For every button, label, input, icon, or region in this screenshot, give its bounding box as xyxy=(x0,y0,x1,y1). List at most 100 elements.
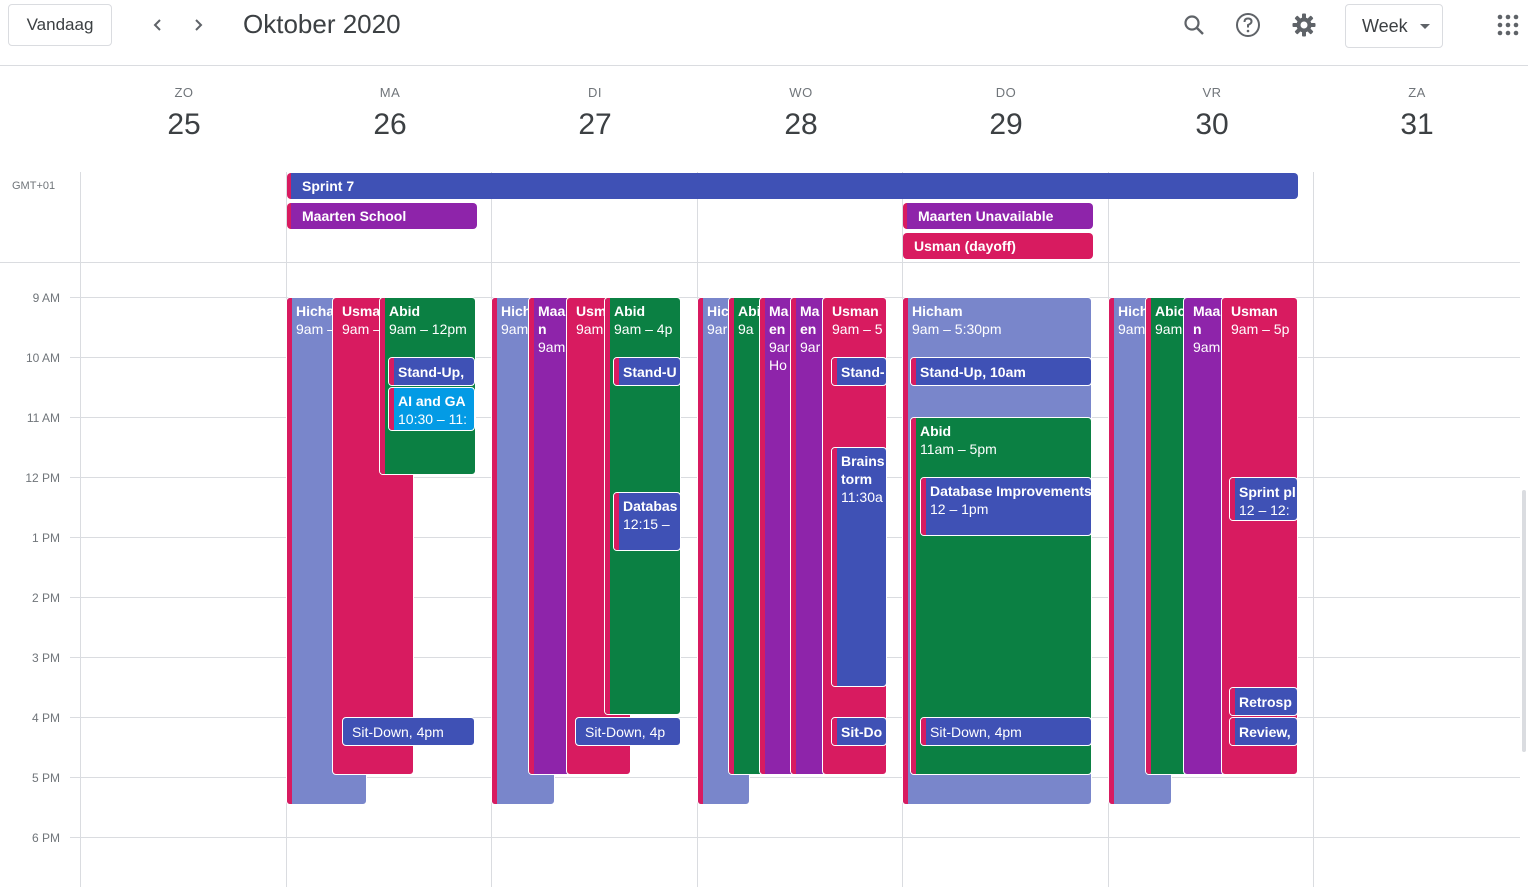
search-icon xyxy=(1184,15,1204,35)
event-title: Ma en xyxy=(800,303,820,337)
event-title: Maa n xyxy=(1193,303,1221,337)
event-brainstorm[interactable]: Brains torm 11:30a xyxy=(831,447,887,687)
caret-down-icon xyxy=(1420,24,1430,29)
event-title: Review, xyxy=(1239,724,1291,740)
event-standup[interactable]: Stand-U xyxy=(613,357,681,386)
event-time: 9ar xyxy=(800,339,821,355)
event-time: 9am – xyxy=(296,321,335,337)
day-header-mon[interactable]: MA 26 xyxy=(337,85,443,142)
event-title: Usman xyxy=(832,303,879,319)
event-title: Usm xyxy=(576,303,607,319)
event-time: 12 – 1pm xyxy=(930,501,989,517)
event-title: Hicha xyxy=(296,303,335,319)
event-title: Abid xyxy=(920,423,952,439)
event-title: Hich xyxy=(501,303,532,319)
day-header-tue[interactable]: DI 27 xyxy=(542,85,648,142)
event-title: Hicham xyxy=(912,303,963,319)
day-number[interactable]: 31 xyxy=(1400,108,1434,141)
event-title: Usma xyxy=(342,303,381,319)
event-maarten[interactable]: Ma en 9ar xyxy=(790,297,828,775)
current-month-title: Oktober 2020 xyxy=(243,9,401,39)
event-time: 9am – 4p xyxy=(614,321,673,337)
event-time: 9am xyxy=(501,321,529,337)
event-sitdown[interactable]: Sit-Down, 4pm xyxy=(920,717,1092,746)
event-retrospective[interactable]: Retrosp xyxy=(1229,687,1298,716)
allday-event-sprint[interactable]: Sprint 7 xyxy=(287,173,1298,199)
day-name: DO xyxy=(995,85,1017,100)
event-time: 9ar xyxy=(707,321,728,337)
event-sitdown[interactable]: Sit-Down, 4p xyxy=(575,717,681,746)
allday-event-maarten-school[interactable]: Maarten School xyxy=(287,203,477,229)
event-time: 9am xyxy=(1118,321,1146,337)
hour-label: 6 PM xyxy=(31,831,60,845)
chevron-left-icon xyxy=(153,19,161,31)
day-number[interactable]: 26 xyxy=(373,108,407,141)
timezone-label: GMT+01 xyxy=(12,180,56,192)
day-number[interactable]: 29 xyxy=(989,108,1023,141)
event-time: 9am – 5p xyxy=(1231,321,1290,337)
view-selector[interactable]: Week xyxy=(1345,4,1443,48)
event-title: Usman xyxy=(1231,303,1278,319)
allday-event-maarten-unavailable[interactable]: Maarten Unavailable xyxy=(903,203,1093,229)
hour-label: 2 PM xyxy=(31,591,60,605)
day-name: ZO xyxy=(174,85,194,100)
event-sitdown[interactable]: Sit-Do xyxy=(831,717,887,746)
event-database-improvements[interactable]: Database Improvements 12 – 1pm xyxy=(920,477,1092,536)
hour-label: 5 PM xyxy=(31,771,60,785)
event-time: 9am xyxy=(538,339,566,355)
day-header-sat[interactable]: ZA 31 xyxy=(1364,85,1470,142)
today-button[interactable]: Vandaag xyxy=(8,4,112,46)
day-header-fri[interactable]: VR 30 xyxy=(1159,85,1265,142)
event-time: 11:30a xyxy=(841,489,883,505)
event-time: 9am – xyxy=(342,321,381,337)
allday-event-usman-dayoff[interactable]: Usman (dayoff) xyxy=(903,233,1093,259)
event-standup[interactable]: Stand-Up, xyxy=(388,357,475,386)
event-abid[interactable]: Abid 11am – 5pm xyxy=(910,417,1092,775)
event-title: Sit-Down, 4p xyxy=(585,724,666,740)
hour-label: 12 PM xyxy=(25,471,60,485)
day-number[interactable]: 27 xyxy=(578,108,612,141)
event-time: 9ar Ho xyxy=(769,339,790,373)
day-name: ZA xyxy=(1408,85,1426,100)
event-title: AI and GA xyxy=(398,393,466,409)
help-icon xyxy=(1236,13,1260,37)
event-title: Stand- xyxy=(841,364,885,380)
event-title: Ma en xyxy=(769,303,789,337)
day-header-thu[interactable]: DO 29 xyxy=(953,85,1059,142)
search-button[interactable] xyxy=(1180,11,1208,39)
event-title: Retrosp xyxy=(1239,694,1292,710)
previous-week-button[interactable] xyxy=(145,12,171,38)
event-standup[interactable]: Stand-Up, 10am xyxy=(910,357,1092,386)
event-title: Maa n xyxy=(538,303,566,337)
day-number[interactable]: 30 xyxy=(1195,108,1229,141)
event-standup[interactable]: Stand- xyxy=(831,357,887,386)
event-time: 9am xyxy=(1193,339,1221,355)
event-sprint-planning[interactable]: Sprint pl 12 – 12: xyxy=(1229,477,1298,521)
event-time: 9a xyxy=(738,321,754,337)
next-week-button[interactable] xyxy=(185,12,211,38)
event-title: Sit-Down, 4pm xyxy=(352,724,444,740)
day-header-wed[interactable]: WO 28 xyxy=(748,85,854,142)
vertical-scrollbar[interactable] xyxy=(1522,490,1526,752)
event-ai-and-ga[interactable]: AI and GA 10:30 – 11: xyxy=(388,387,475,431)
day-header-sun[interactable]: ZO 25 xyxy=(131,85,237,142)
event-review[interactable]: Review, xyxy=(1229,717,1298,746)
day-number[interactable]: 28 xyxy=(784,108,818,141)
chevron-right-icon xyxy=(195,19,203,31)
event-abid[interactable]: Abid 9am – 12pm xyxy=(379,297,476,475)
day-name: MA xyxy=(379,85,401,100)
help-button[interactable] xyxy=(1234,11,1262,39)
hour-line xyxy=(70,837,1520,838)
event-title: Databas xyxy=(623,498,678,514)
apps-button[interactable] xyxy=(1494,11,1522,39)
event-title: Hich xyxy=(1118,303,1149,319)
day-number[interactable]: 25 xyxy=(167,108,201,141)
event-title: Abi xyxy=(738,303,761,319)
event-time: 12 – 12: xyxy=(1239,502,1290,518)
hour-label: 1 PM xyxy=(31,531,60,545)
event-time: 9am – 12pm xyxy=(389,321,467,337)
event-sitdown[interactable]: Sit-Down, 4pm xyxy=(342,717,475,746)
event-database[interactable]: Databas 12:15 – xyxy=(613,492,681,551)
settings-button[interactable] xyxy=(1290,11,1318,39)
hour-label: 10 AM xyxy=(25,351,60,365)
